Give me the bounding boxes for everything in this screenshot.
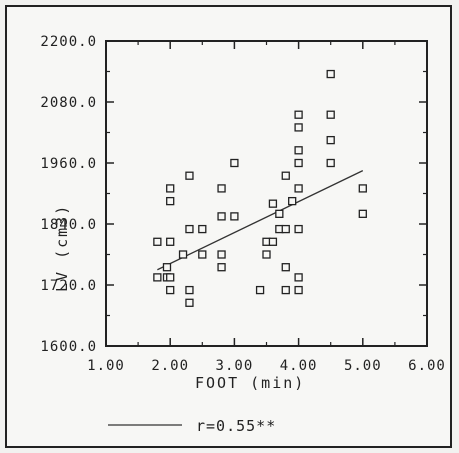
data-point [162,263,172,272]
data-point [281,285,290,295]
data-point [166,237,175,246]
data-point [198,250,207,259]
data-point [358,209,367,218]
regression-line [157,170,364,271]
x-axis-title: FOOT (min) [195,374,305,392]
data-point [166,273,175,282]
data-point [153,237,162,246]
data-point [185,298,194,307]
data-point [294,158,303,168]
data-point [230,158,239,168]
regression-line-group [157,170,364,271]
y-tick-label: 1720.0 [40,278,97,294]
data-point [326,69,335,79]
data-points [153,69,367,307]
data-point [217,250,226,259]
data-point [268,237,278,246]
data-point [326,158,335,168]
data-point [294,273,303,282]
data-point [268,199,278,208]
data-point [358,184,367,193]
data-point [230,212,239,221]
x-tick-labels: 1.00 2.00 3.00 4.00 5.00 6.00 [87,358,446,374]
x-tick-label: 5.00 [344,358,382,374]
plot-area [105,40,428,347]
y-tick-label: 2080.0 [40,95,97,111]
data-point [166,184,175,193]
data-point [326,135,335,145]
y-tick-label: 1600.0 [40,339,97,355]
data-point [262,250,271,259]
data-point [281,263,290,272]
data-point [217,263,226,272]
x-tick-label: 4.00 [280,358,318,374]
legend-label: r=0.55** [196,417,276,435]
data-point [198,224,207,234]
x-tick-label: 3.00 [216,358,254,374]
data-point [275,209,284,218]
y-tick-label: 1960.0 [40,156,97,172]
data-point [281,224,290,234]
data-point [294,146,303,155]
data-point [153,273,162,282]
x-tick-label: 1.00 [87,358,125,374]
chart-frame [5,5,452,448]
data-point [294,224,303,234]
axis-ticks [105,40,428,347]
data-point [255,285,265,295]
data-point [326,110,335,119]
data-point [294,184,303,193]
data-point [281,171,290,180]
data-point [185,285,194,295]
data-point [185,224,194,234]
data-point [294,110,303,119]
data-point [217,212,226,221]
data-point [166,196,175,206]
data-point [294,285,303,295]
data-point [178,250,188,259]
x-tick-label: 2.00 [151,358,189,374]
data-point [217,184,226,193]
y-tick-labels: 1600.0 1720.0 1840.0 1960.0 2080.0 2200.0 [40,34,97,355]
x-tick-label: 6.00 [408,358,446,374]
data-point [294,123,303,132]
y-tick-label: 2200.0 [40,34,97,50]
y-tick-label: 1840.0 [40,217,97,233]
data-point [166,285,175,295]
data-point [185,171,194,180]
data-point [288,196,297,206]
y-axis-title: LV (cm3) [53,204,71,292]
